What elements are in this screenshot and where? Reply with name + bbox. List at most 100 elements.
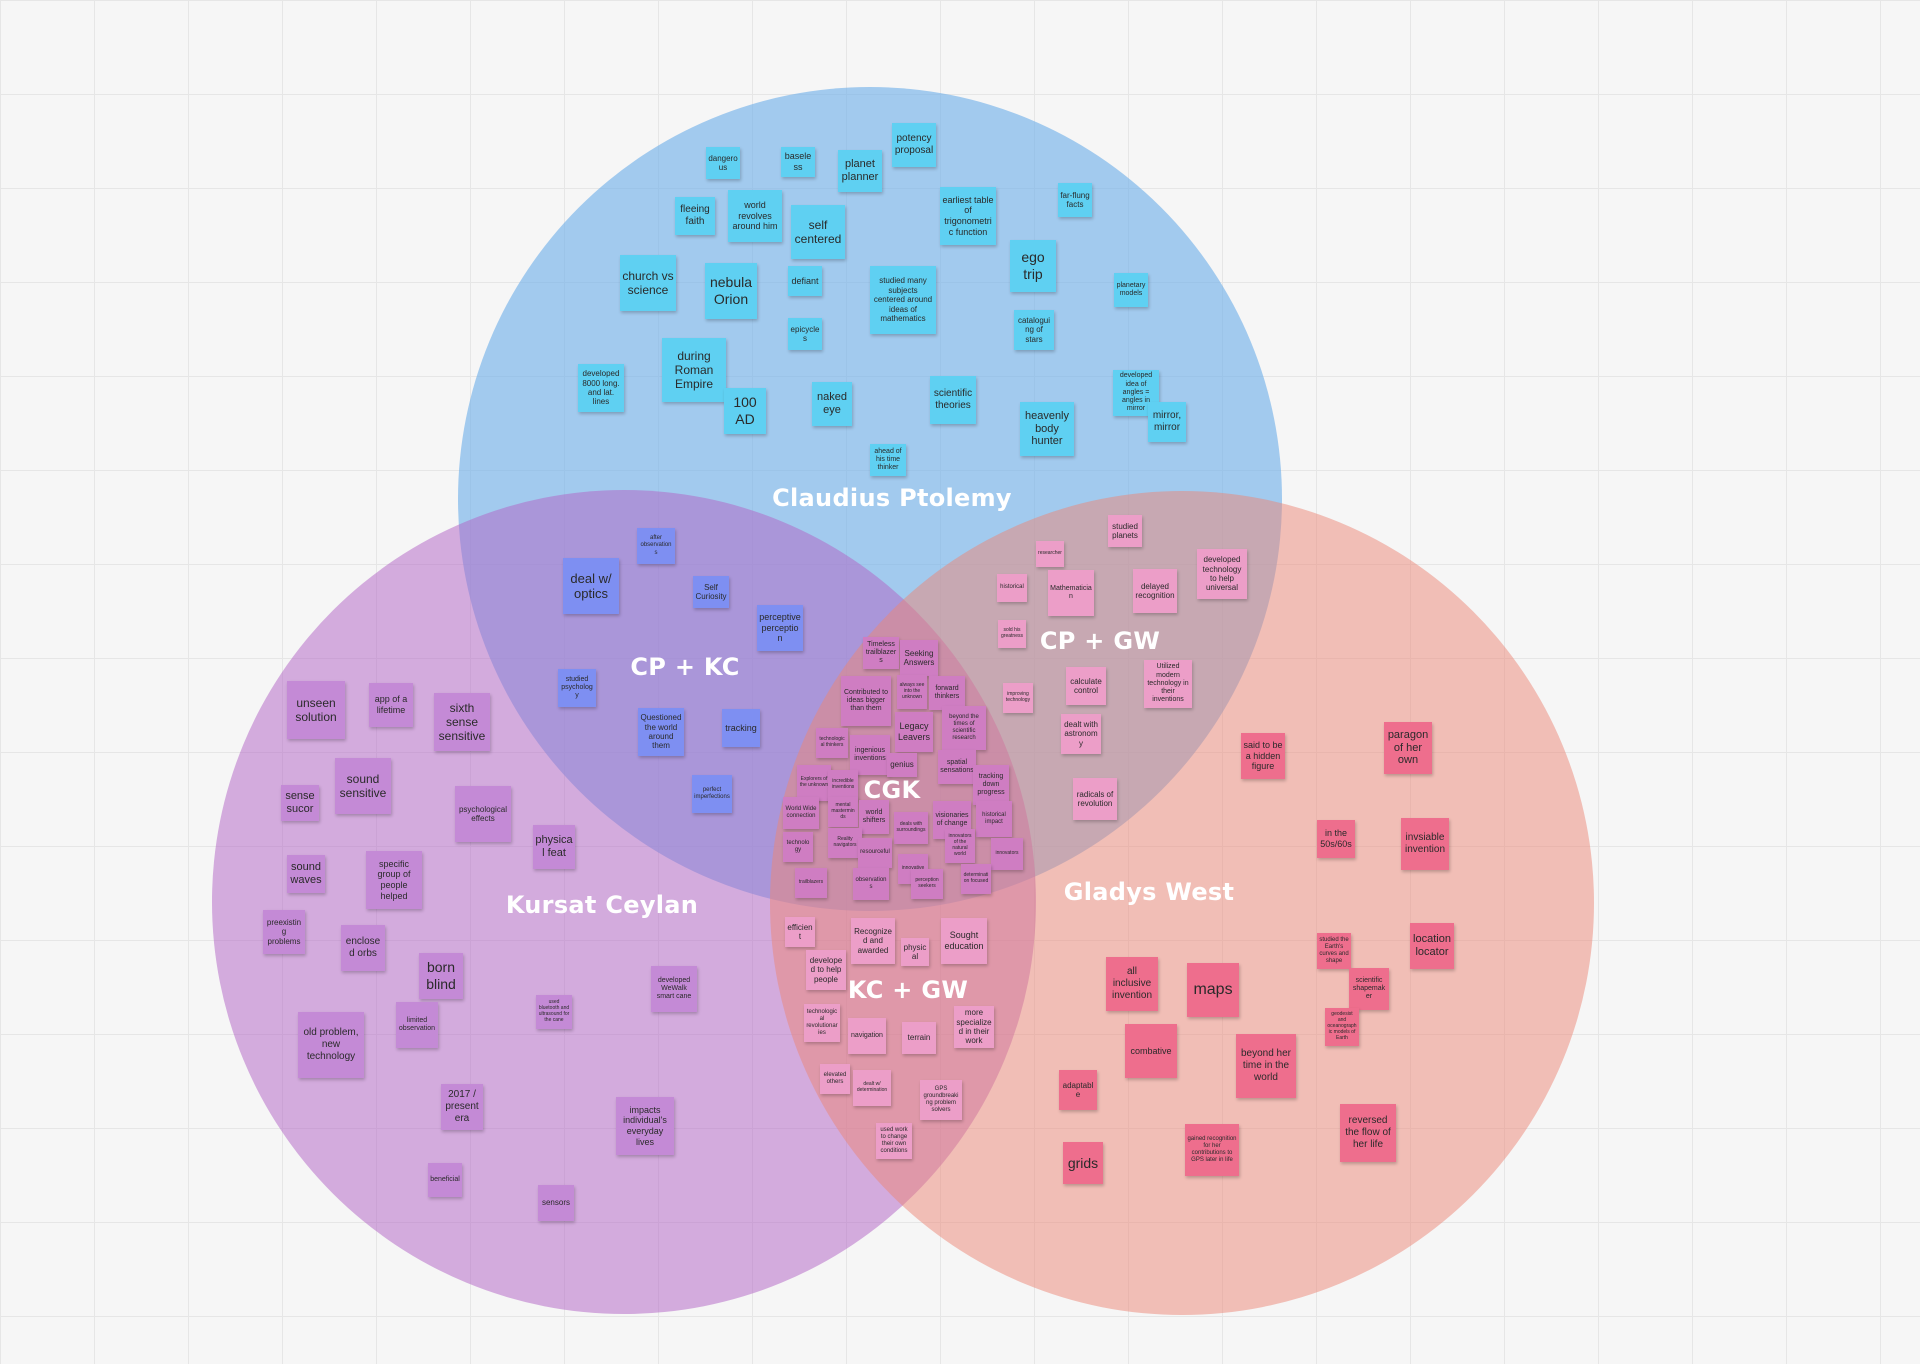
sticky-note-cp[interactable]: far-flung facts bbox=[1058, 183, 1092, 217]
sticky-note-kc[interactable]: born blind bbox=[419, 953, 463, 999]
sticky-note-cgk[interactable]: forward thinkers bbox=[929, 676, 965, 710]
sticky-note-cp[interactable]: mirror, mirror bbox=[1148, 402, 1186, 442]
sticky-note-kc[interactable]: enclosed orbs bbox=[341, 925, 385, 971]
sticky-note-cgk[interactable]: technological thinkers bbox=[816, 728, 848, 758]
sticky-note-cgk[interactable]: technology bbox=[783, 832, 813, 862]
sticky-note-cgk[interactable]: Explorers of the unknown bbox=[797, 765, 831, 801]
sticky-note-cgk[interactable]: innovators of the natural world bbox=[945, 829, 975, 863]
sticky-note-kcgw[interactable]: efficient bbox=[785, 917, 815, 947]
sticky-note-cp[interactable]: during Roman Empire bbox=[662, 338, 726, 402]
sticky-note-cpgw[interactable]: Mathematician bbox=[1048, 570, 1094, 616]
sticky-note-kcgw[interactable]: physical bbox=[901, 938, 929, 966]
sticky-note-cgk[interactable]: Legacy Leavers bbox=[895, 712, 933, 752]
sticky-note-cp[interactable]: heavenly body hunter bbox=[1020, 402, 1074, 456]
sticky-note-cpgw[interactable]: dealt with astronomy bbox=[1061, 714, 1101, 754]
sticky-note-cp[interactable]: ego trip bbox=[1010, 240, 1056, 292]
sticky-note-kcgw[interactable]: Sought education bbox=[941, 918, 987, 964]
sticky-note-cp[interactable]: dangerous bbox=[706, 147, 740, 179]
sticky-note-cpkc[interactable]: Self Curiosity bbox=[693, 576, 729, 608]
sticky-note-kc[interactable]: used bluetooth and ultrasound for the ca… bbox=[536, 995, 572, 1029]
sticky-note-gw[interactable]: in the 50s/60s bbox=[1317, 820, 1355, 858]
sticky-note-cpgw[interactable]: radicals of revolution bbox=[1073, 778, 1117, 820]
sticky-note-kcgw[interactable]: technological revolutionaries bbox=[804, 1004, 840, 1042]
sticky-note-kcgw[interactable]: Recognized and awarded bbox=[851, 918, 895, 964]
sticky-note-cp[interactable]: fleeing faith bbox=[675, 197, 715, 235]
sticky-note-cp[interactable]: church vs science bbox=[620, 255, 676, 311]
sticky-note-cp[interactable]: ahead of his time thinker bbox=[870, 444, 906, 476]
sticky-note-cp[interactable]: 100 AD bbox=[724, 388, 766, 434]
sticky-note-cgk[interactable]: historical impact bbox=[976, 801, 1012, 837]
sticky-note-cgk[interactable]: mental masterminds bbox=[828, 797, 858, 827]
sticky-note-cp[interactable]: cataloguing of stars bbox=[1014, 310, 1054, 350]
sticky-note-cpgw[interactable]: calculate control bbox=[1066, 667, 1106, 705]
sticky-note-cpgw[interactable]: delayed recognition bbox=[1133, 569, 1177, 613]
sticky-note-cp[interactable]: defiant bbox=[788, 266, 822, 296]
sticky-note-cp[interactable]: baseless bbox=[781, 147, 815, 177]
sticky-note-kc[interactable]: limited observation bbox=[396, 1002, 438, 1048]
sticky-note-kcgw[interactable]: GPS groundbreaking problem solvers bbox=[920, 1080, 962, 1120]
sticky-note-gw[interactable]: combative bbox=[1125, 1024, 1177, 1078]
sticky-note-kcgw[interactable]: dealt w/ determination bbox=[853, 1070, 891, 1106]
sticky-note-gw[interactable]: adaptable bbox=[1059, 1070, 1097, 1110]
sticky-note-kc[interactable]: app of a lifetime bbox=[369, 683, 413, 727]
sticky-note-cgk[interactable]: deals with surroundings bbox=[894, 812, 928, 844]
sticky-note-cgk[interactable]: observations bbox=[853, 868, 889, 900]
sticky-note-kc[interactable]: specific group of people helped bbox=[366, 851, 422, 909]
sticky-note-gw[interactable]: all inclusive invention bbox=[1106, 957, 1158, 1011]
sticky-note-cgk[interactable]: trailblazers bbox=[795, 868, 827, 898]
sticky-note-kc[interactable]: beneficial bbox=[428, 1163, 462, 1197]
sticky-note-kc[interactable]: old problem, new technology bbox=[298, 1012, 364, 1078]
sticky-note-cgk[interactable]: Contributed to ideas bigger than them bbox=[841, 676, 891, 726]
sticky-note-cpgw[interactable]: historical bbox=[997, 574, 1027, 602]
sticky-note-kcgw[interactable]: elevated others bbox=[820, 1064, 850, 1094]
sticky-note-cp[interactable]: earliest table of trigonometric function bbox=[940, 187, 996, 245]
sticky-note-gw[interactable]: gained recognition for her contributions… bbox=[1185, 1124, 1239, 1176]
sticky-note-cpkc[interactable]: deal w/ optics bbox=[563, 558, 619, 614]
sticky-note-cgk[interactable]: world shifters bbox=[859, 800, 889, 834]
sticky-note-cgk[interactable]: perception seekers bbox=[911, 869, 943, 899]
sticky-note-cpgw[interactable]: developed technology to help universal bbox=[1197, 549, 1247, 599]
sticky-note-gw[interactable]: maps bbox=[1187, 963, 1239, 1017]
sticky-note-cp[interactable]: scientific theories bbox=[930, 376, 976, 424]
sticky-note-cgk[interactable]: Seeking Answers bbox=[900, 640, 938, 676]
sticky-note-kc[interactable]: sensors bbox=[538, 1185, 574, 1221]
sticky-note-cgk[interactable]: tracking down progress bbox=[973, 765, 1009, 805]
sticky-note-kc[interactable]: sound sensitive bbox=[335, 758, 391, 814]
sticky-note-gw[interactable]: reversed the flow of her life bbox=[1340, 1104, 1396, 1162]
sticky-note-kc[interactable]: sense sucor bbox=[281, 785, 319, 821]
sticky-note-cp[interactable]: potency proposal bbox=[892, 123, 936, 167]
sticky-note-cpgw[interactable]: sold his greatness bbox=[998, 620, 1026, 648]
sticky-note-cp[interactable]: developed 8000 long. and lat. lines bbox=[578, 364, 624, 412]
sticky-note-cgk[interactable]: World Wide connection bbox=[783, 797, 819, 829]
sticky-note-gw[interactable]: geodesist and oceanographic models of Ea… bbox=[1325, 1008, 1359, 1046]
sticky-note-cpkc[interactable]: tracking bbox=[722, 709, 760, 747]
sticky-note-kcgw[interactable]: used work to change their own conditions bbox=[876, 1123, 912, 1159]
sticky-note-kc[interactable]: physical feat bbox=[533, 825, 575, 869]
sticky-note-kcgw[interactable]: navigation bbox=[848, 1018, 886, 1054]
sticky-note-cpgw[interactable]: improving technology bbox=[1003, 683, 1033, 713]
sticky-note-cgk[interactable]: resourceful bbox=[858, 838, 892, 868]
sticky-note-cgk[interactable]: Reality navigators bbox=[828, 828, 862, 858]
sticky-note-cp[interactable]: world revolves around him bbox=[728, 190, 782, 242]
sticky-note-gw[interactable]: grids bbox=[1063, 1142, 1103, 1184]
sticky-note-kcgw[interactable]: developed to help people bbox=[806, 950, 846, 990]
sticky-note-kc[interactable]: 2017 / present era bbox=[441, 1084, 483, 1130]
sticky-note-cpkc[interactable]: Questioned the world around them bbox=[638, 708, 684, 756]
sticky-note-cpkc[interactable]: perfect imperfections bbox=[692, 775, 732, 813]
sticky-note-kc[interactable]: unseen solution bbox=[287, 681, 345, 739]
sticky-note-gw[interactable]: location locator bbox=[1410, 923, 1454, 969]
sticky-note-cp[interactable]: self centered bbox=[791, 205, 845, 259]
sticky-note-kc[interactable]: preexisting problems bbox=[263, 910, 305, 954]
sticky-note-cgk[interactable]: genius bbox=[887, 753, 917, 777]
sticky-note-cp[interactable]: naked eye bbox=[812, 382, 852, 426]
sticky-note-gw[interactable]: invsiable invention bbox=[1401, 818, 1449, 870]
sticky-note-cpgw[interactable]: Utilized modern technology in their inve… bbox=[1144, 660, 1192, 708]
sticky-note-cpgw[interactable]: researcher bbox=[1036, 541, 1064, 567]
sticky-note-cp[interactable]: studied many subjects centered around id… bbox=[870, 266, 936, 334]
sticky-note-cgk[interactable]: incredible inventions bbox=[828, 770, 858, 800]
sticky-note-cpkc[interactable]: studied psychology bbox=[558, 669, 596, 707]
sticky-note-cgk[interactable]: determination focused bbox=[961, 864, 991, 894]
sticky-note-cpgw[interactable]: studied planets bbox=[1108, 515, 1142, 547]
sticky-note-cgk[interactable]: always see into the unknown bbox=[897, 675, 927, 709]
